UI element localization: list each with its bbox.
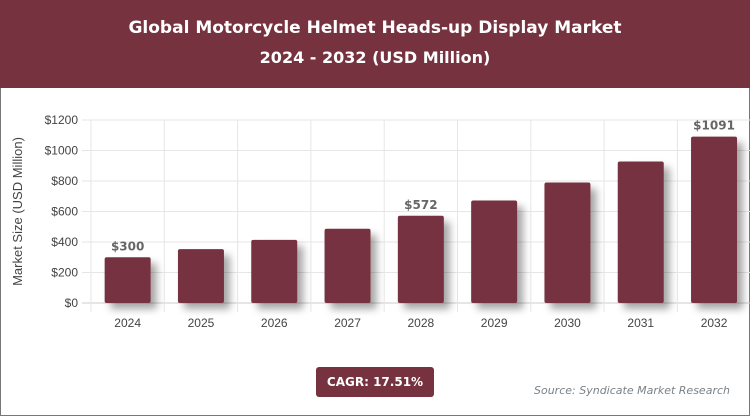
x-tick-label: 2028 (407, 316, 434, 330)
bar-2032 (691, 136, 738, 303)
y-tick-label: $600 (51, 205, 78, 219)
x-tick-label: 2027 (334, 316, 361, 330)
bar-2026 (251, 239, 298, 303)
data-label: $1091 (693, 119, 735, 133)
bar-2029 (471, 200, 518, 303)
bar-2030 (544, 182, 591, 303)
chart-title: Global Motorcycle Helmet Heads-up Displa… (128, 18, 622, 38)
bar-2028 (397, 215, 444, 303)
chart-header: Global Motorcycle Helmet Heads-up Displa… (0, 0, 750, 88)
x-tick-label: 2031 (627, 316, 654, 330)
data-label: $300 (111, 239, 144, 253)
x-tick-label: 2029 (481, 316, 508, 330)
y-axis-label: Market Size (USD Million) (10, 137, 25, 286)
y-tick-label: $1000 (45, 144, 79, 158)
source-note: Source: Syndicate Market Research (534, 384, 730, 397)
y-tick-label: $0 (65, 296, 79, 310)
bar-2027 (324, 228, 371, 303)
y-tick-label: $1200 (45, 113, 79, 127)
x-tick-label: 2032 (701, 316, 728, 330)
bar-2031 (617, 161, 664, 303)
x-tick-label: 2024 (114, 316, 141, 330)
y-tick-label: $200 (51, 266, 78, 280)
data-label: $572 (404, 198, 437, 212)
x-tick-label: 2030 (554, 316, 581, 330)
y-tick-label: $400 (51, 235, 78, 249)
chart-subtitle: 2024 - 2032 (USD Million) (259, 48, 491, 67)
bar-2025 (177, 249, 224, 303)
x-tick-label: 2026 (261, 316, 288, 330)
y-tick-label: $800 (51, 174, 78, 188)
bar-2024 (104, 257, 151, 303)
cagr-badge: CAGR: 17.51% (316, 367, 434, 397)
x-tick-label: 2025 (188, 316, 215, 330)
